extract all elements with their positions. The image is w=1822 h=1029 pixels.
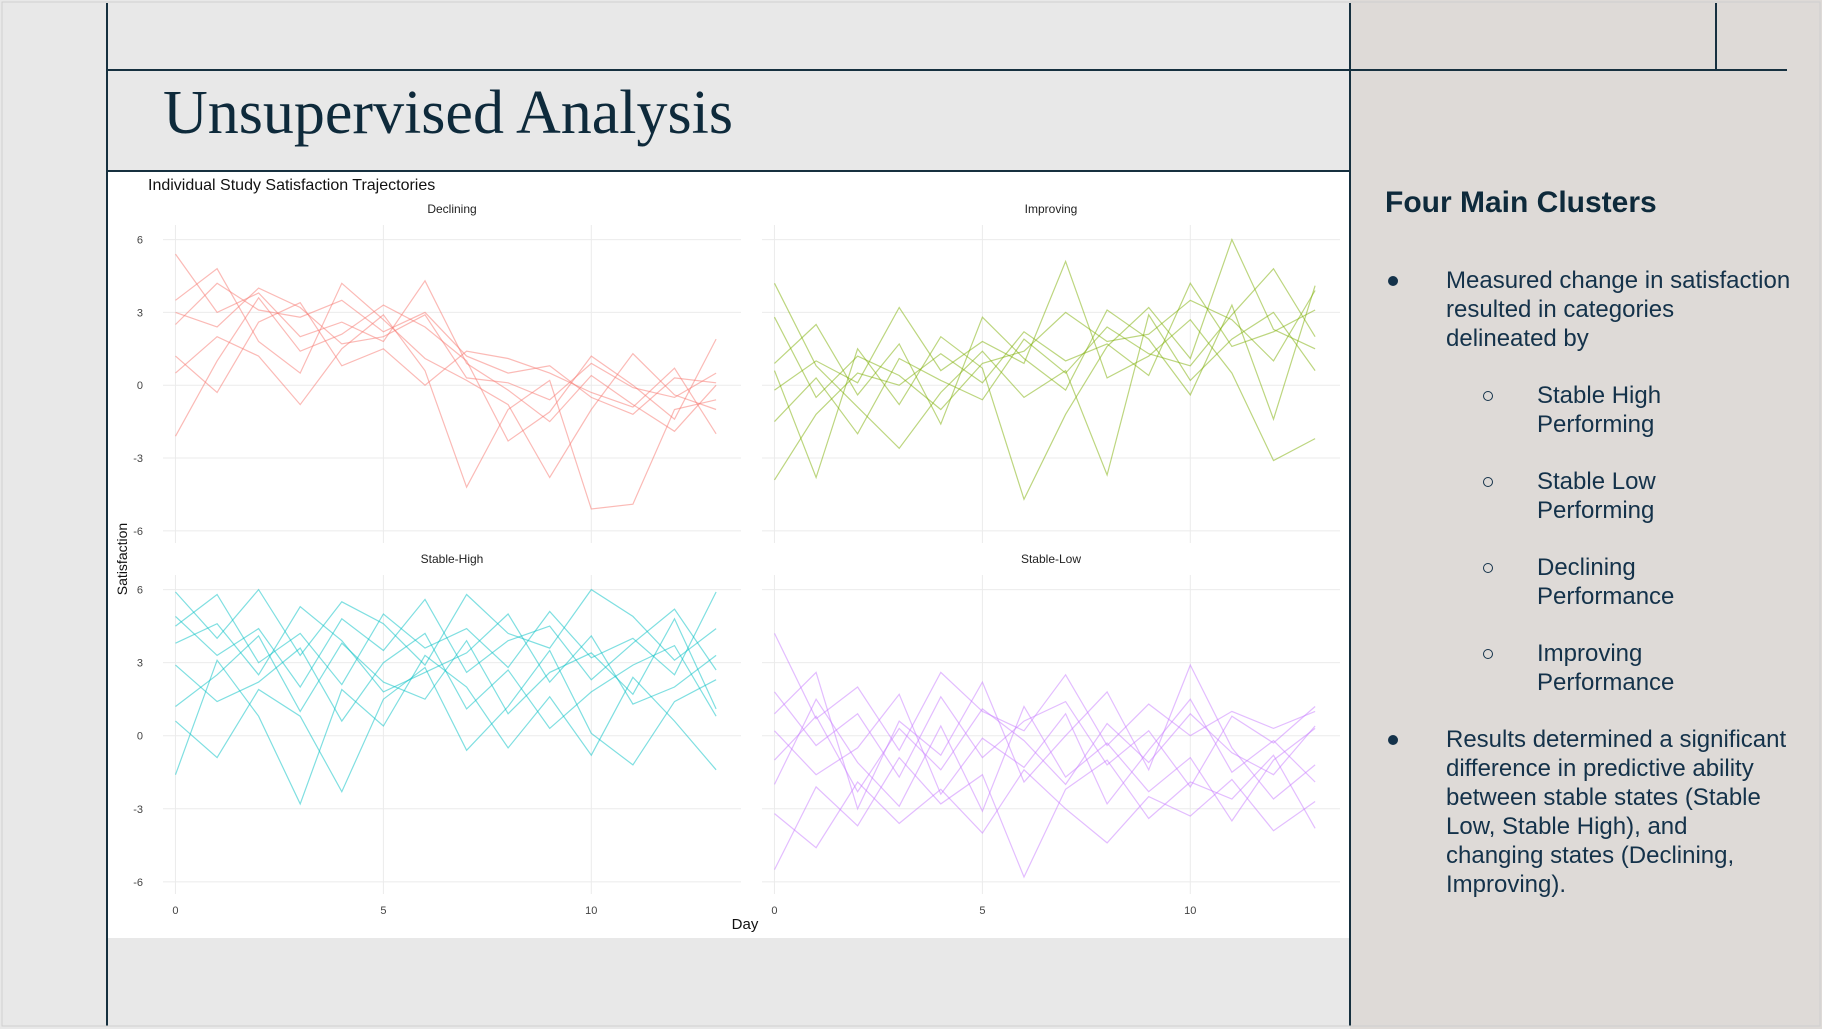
y-tick-label: 0 <box>137 731 143 743</box>
trajectory-line <box>774 691 1316 788</box>
sub-bullet: Stable High Performing <box>1483 381 1737 439</box>
trajectory-line <box>773 238 1316 501</box>
trajectory-line <box>773 697 1316 822</box>
x-tick-label: 10 <box>1184 905 1196 917</box>
facet-title: Declining <box>427 202 476 216</box>
y-tick-label: -6 <box>133 526 143 538</box>
trajectory-line <box>175 287 717 401</box>
trajectory-line <box>175 253 717 433</box>
trajectory-line <box>175 588 717 667</box>
trajectory-line <box>175 282 717 415</box>
y-axis-label: Satisfaction <box>114 523 130 595</box>
facet-title: Stable-Low <box>1021 552 1081 566</box>
y-tick-label: 3 <box>137 307 143 319</box>
bullet: Measured change in satisfaction resulted… <box>1388 266 1791 697</box>
trajectory-line <box>773 283 1316 477</box>
sub-bullet: Improving Performance <box>1483 639 1737 697</box>
trajectory-line <box>175 605 717 705</box>
trajectory-line <box>175 301 717 435</box>
trajectory-line <box>175 313 717 510</box>
x-tick-label: 0 <box>172 905 178 917</box>
y-tick-label: 6 <box>137 585 143 597</box>
y-tick-label: -3 <box>133 804 143 816</box>
facet-title: Improving <box>1025 202 1078 216</box>
x-tick-label: 5 <box>979 905 985 917</box>
chart-area <box>108 171 1349 938</box>
slide-title: Unsupervised Analysis <box>163 79 734 147</box>
trajectory-line <box>773 754 1316 879</box>
trajectory-line <box>774 708 1316 793</box>
facet-title: Stable-High <box>421 552 484 566</box>
trajectory-line <box>774 693 1316 806</box>
y-tick-label: 3 <box>137 658 143 670</box>
side-panel <box>1350 0 1822 1029</box>
trajectory-line <box>175 649 717 794</box>
trajectory-line <box>175 598 717 689</box>
x-tick-label: 5 <box>380 905 386 917</box>
trajectory-line <box>175 591 717 686</box>
y-tick-label: -6 <box>133 877 143 889</box>
x-tick-label: 10 <box>585 905 597 917</box>
bullet: Results determined a significant differe… <box>1388 725 1791 899</box>
sub-bullet: Stable Low Performing <box>1483 467 1737 525</box>
trajectory-line <box>774 768 1316 849</box>
trajectory-line <box>774 259 1316 462</box>
trajectory-line <box>174 296 717 442</box>
trajectory-line <box>774 663 1316 811</box>
sidebar-heading: Four Main Clusters <box>1385 186 1657 219</box>
trajectory-line <box>773 290 1316 411</box>
sidebar: Four Main Clusters Measured change in sa… <box>1385 186 1795 927</box>
bullet-text: Measured change in satisfaction resulted… <box>1446 267 1791 352</box>
trajectory-line <box>773 633 1316 752</box>
x-axis-label: Day <box>732 916 759 933</box>
x-tick-label: 0 <box>771 905 777 917</box>
trajectory-line <box>774 285 1316 426</box>
y-tick-label: 0 <box>137 380 143 392</box>
trajectory-line <box>773 282 1316 481</box>
y-tick-label: 6 <box>137 235 143 247</box>
chart-title: Individual Study Satisfaction Trajectori… <box>148 177 435 194</box>
trajectory-line <box>175 632 717 730</box>
trajectory-line <box>774 267 1316 435</box>
y-tick-label: -3 <box>133 453 143 465</box>
sub-bullet: Declining Performance <box>1483 553 1737 611</box>
trajectory-line <box>175 267 717 479</box>
